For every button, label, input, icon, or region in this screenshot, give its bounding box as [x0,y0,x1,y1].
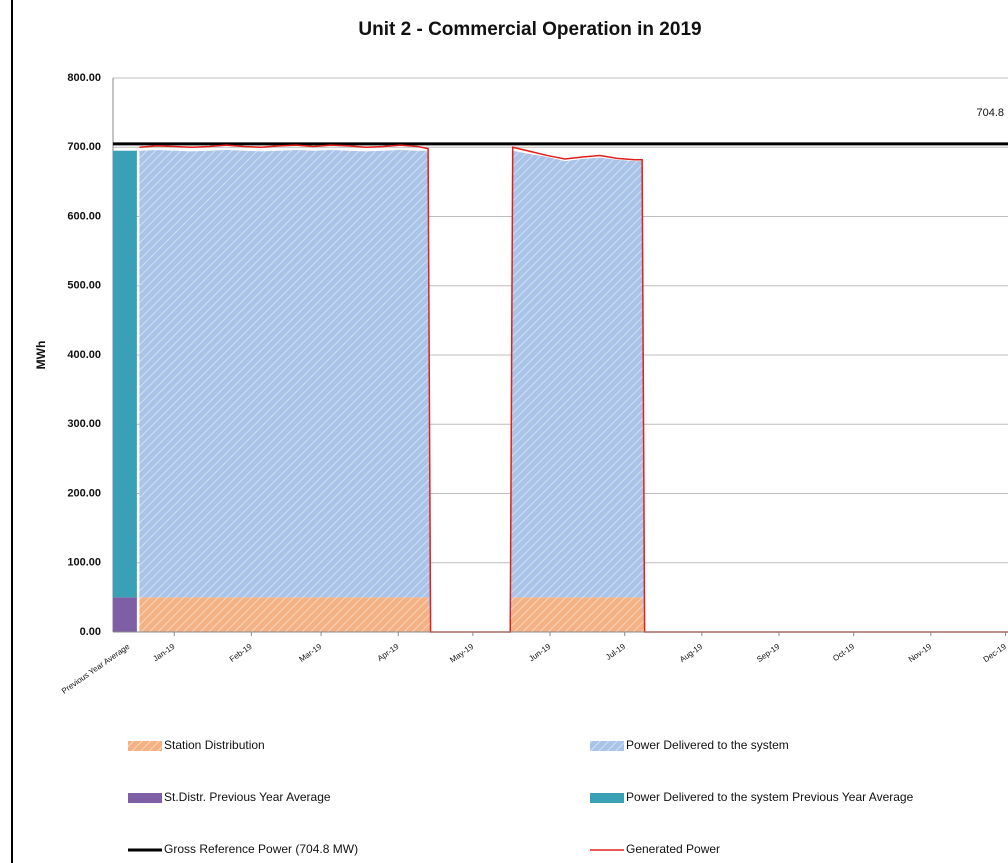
legend-label: Power Delivered to the system [626,738,789,752]
legend-label: Power Delivered to the system Previous Y… [626,790,914,804]
line [139,144,1008,633]
chart-title: Unit 2 - Commercial Operation in 2019 [358,19,701,40]
prev-year-bar [113,150,137,598]
y-tick-label: 600.00 [67,210,101,222]
x-tick-label: Sep-19 [755,642,782,664]
y-axis-label: MWh [34,341,48,370]
x-tick-label: Apr-19 [376,642,401,663]
legend-swatch [590,741,624,751]
x-tick-label: Oct-19 [831,642,856,663]
y-tick-label: 0.00 [80,626,101,638]
legend-label: Station Distribution [164,738,265,752]
legend-swatch [128,793,162,803]
legend-swatch [128,741,162,751]
reference-label: 704.8 [976,107,1004,119]
x-tick-label: Jan-19 [151,642,177,664]
legend-label: Generated Power [626,842,720,856]
y-tick-label: 200.00 [67,487,101,499]
y-tick-label: 700.00 [67,141,101,153]
y-tick-label: 400.00 [67,349,101,361]
area [139,150,1008,632]
legend-label: St.Distr. Previous Year Average [164,790,331,804]
x-tick-label: Aug-19 [678,642,705,664]
x-tick-label: May-19 [448,642,475,665]
y-tick-label: 800.00 [67,72,101,84]
legend-swatch [590,793,624,803]
area [139,597,1008,632]
x-tick-label: Previous Year Average [60,642,132,696]
y-tick-label: 300.00 [67,418,101,430]
x-tick-label: Nov-19 [907,642,934,664]
x-tick-label: Feb-19 [228,642,254,664]
x-tick-label: Mar-19 [298,642,324,664]
x-tick-label: Dec-19 [982,642,1008,664]
prev-year-bar [113,597,137,632]
x-tick-label: Jul-19 [604,642,627,662]
y-tick-label: 500.00 [67,280,101,292]
x-tick-label: Jun-19 [527,642,553,664]
legend-label: Gross Reference Power (704.8 MW) [164,842,358,856]
y-tick-label: 100.00 [67,557,101,569]
